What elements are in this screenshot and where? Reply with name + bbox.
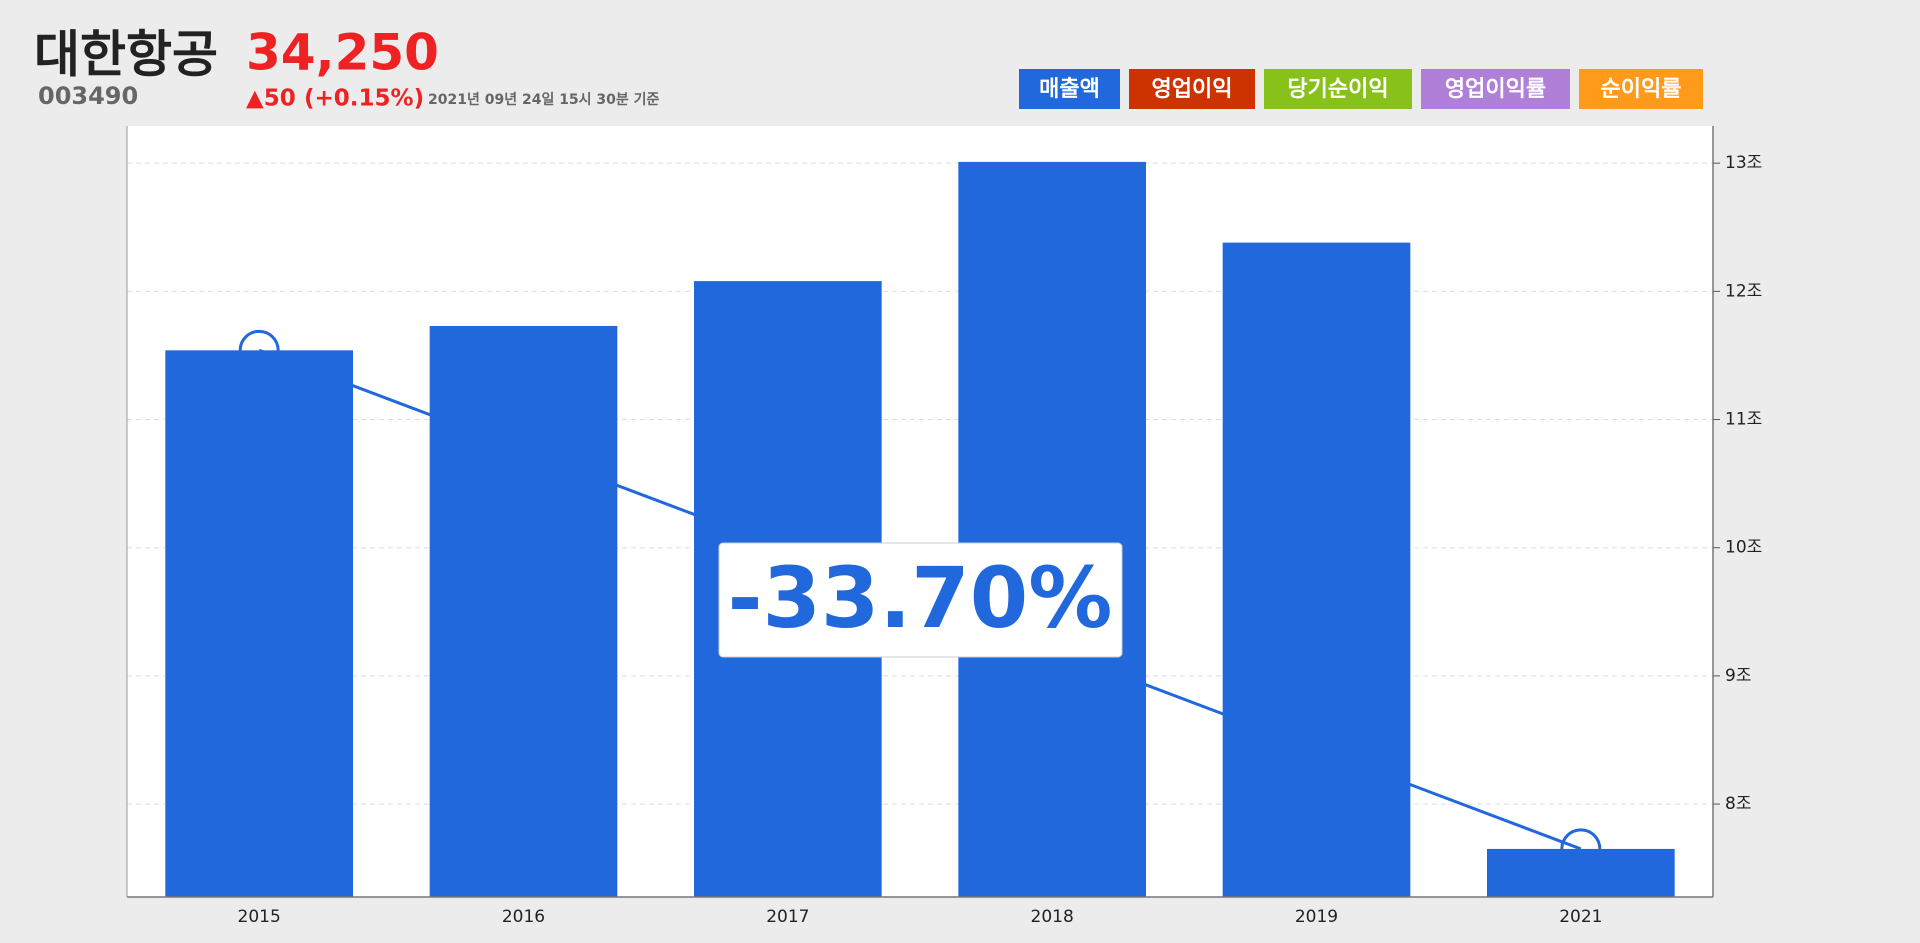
trend-point	[1560, 828, 1602, 870]
x-tick-label: 2015	[238, 907, 281, 927]
trend-point	[238, 329, 280, 371]
bar	[165, 350, 354, 897]
annotation: -33.70%	[728, 549, 1113, 647]
bar	[1222, 242, 1411, 898]
y-tick-label: 10조	[1725, 538, 1762, 558]
legend-button-label[interactable]: 매출액	[1039, 77, 1100, 102]
legend-button[interactable]	[1579, 69, 1703, 109]
legend-button[interactable]	[1019, 69, 1120, 109]
stock-code: 003490	[38, 82, 138, 110]
change-pct: (+0.15%)	[304, 86, 424, 112]
bar	[429, 325, 618, 898]
x-tick-label: 2016	[502, 907, 545, 927]
legend-button-label[interactable]: 영업이익	[1152, 77, 1233, 102]
legend-button[interactable]	[1421, 69, 1570, 109]
legend-button-label[interactable]: 순이익률	[1601, 77, 1682, 102]
timestamp: 2021년 09년 24일 15시 30분 기준	[428, 92, 660, 108]
annotation-box	[718, 542, 1123, 658]
legend-button-label[interactable]: 영업이익률	[1445, 77, 1546, 102]
change: ▲50	[246, 86, 296, 112]
plot: 8조 9조 10조 11조 12조 13조 2015 2016 2017 2018 2019 2021…	[126, 126, 1762, 927]
legend-button[interactable]	[1129, 69, 1255, 109]
y-tick-label: 11조	[1725, 410, 1762, 430]
plot-area	[127, 126, 1713, 897]
x-tick-label: 2021	[1559, 907, 1602, 927]
legend-button-label[interactable]: 당기순이익	[1287, 77, 1388, 102]
y-tick-label: 13조	[1725, 153, 1762, 173]
x-tick-label: 2019	[1295, 907, 1338, 927]
y-tick-label: 12조	[1725, 281, 1762, 301]
legend-buttons: 매출액 영업이익 당기순이익 영업이익률 순이익률	[1019, 69, 1703, 109]
y-tick-label: 9조	[1725, 666, 1751, 686]
legend-button[interactable]	[1264, 69, 1412, 109]
price: 34,250	[246, 24, 439, 82]
bar	[958, 161, 1147, 898]
y-tick-label: 8조	[1725, 794, 1751, 814]
x-tick-label: 2017	[766, 907, 809, 927]
stock-name: 대한항공	[34, 26, 218, 84]
bar	[1486, 848, 1675, 897]
x-tick-label: 2018	[1031, 907, 1074, 927]
